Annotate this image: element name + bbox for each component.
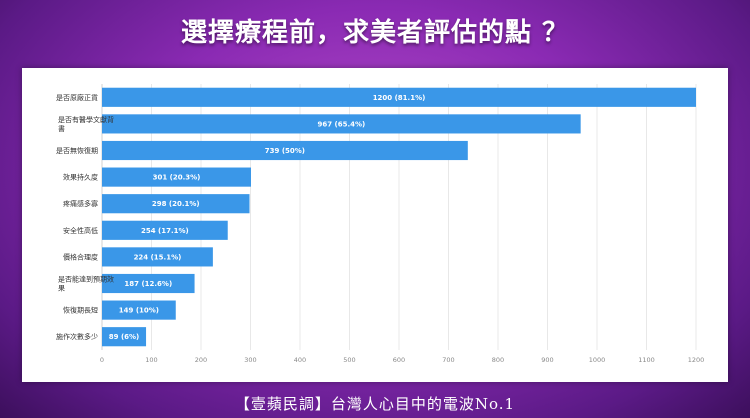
bar <box>102 167 251 187</box>
x-tick-label: 0 <box>100 356 104 364</box>
bar <box>102 87 696 107</box>
bar-data-label: 301 (20.3%) <box>153 174 201 182</box>
bar-data-label: 967 (65.4%) <box>317 120 365 128</box>
bar <box>102 273 195 294</box>
x-tick-label: 900 <box>541 356 553 364</box>
category-labels: 是否原廠正貨是否有醫學文獻背書是否無恢復期效果持久度疼痛感多寡安全性高低價格合理… <box>56 93 114 341</box>
category-label: 安全性高低 <box>63 226 98 235</box>
category-label: 是否能達到預期效果 <box>58 275 114 293</box>
category-label: 疼痛感多寡 <box>63 199 98 208</box>
bar <box>102 247 213 267</box>
page-title: 選擇療程前，求美者評估的點 ？ <box>180 18 570 48</box>
bar <box>102 194 250 214</box>
x-tick-label: 500 <box>343 356 355 364</box>
bar-data-label: 89 (6%) <box>109 333 139 341</box>
x-tick-label: 800 <box>492 356 504 364</box>
category-label: 價格合理度 <box>63 252 98 261</box>
category-label: 是否原廠正貨 <box>56 93 98 102</box>
category-label: 恢復期長短 <box>63 306 98 315</box>
bar-chart: 1200 (81.1%) 967 (65.4%) 739 (50%) 301 (20.… <box>56 84 704 364</box>
bar-data-label: 1200 (81.1%) <box>373 94 426 102</box>
x-tick-label: 1100 <box>638 356 655 364</box>
x-tick-label: 700 <box>442 356 454 364</box>
bar <box>102 140 468 161</box>
x-tick-label: 1200 <box>688 356 705 364</box>
x-tick-label: 300 <box>244 356 256 364</box>
x-tick-labels: 0 100 200 300 400 500 600 700 800 900 1000 1100 1200 <box>100 356 704 364</box>
chart-panel: 1200 (81.1%) 967 (65.4%) 739 (50%) 301 (20.… <box>22 68 728 382</box>
bar <box>102 327 147 347</box>
bar-data-label: 149 (10%) <box>119 307 159 315</box>
bar-data-label: 187 (12.6%) <box>124 280 172 288</box>
category-label: 是否無恢復期 <box>56 146 98 155</box>
x-tick-label: 200 <box>195 356 207 364</box>
bar-data-label: 254 (17.1%) <box>141 227 189 235</box>
source-footer: 【壹蘋民調】台灣人心目中的電波No.1 <box>234 395 516 413</box>
bar-data-label: 298 (20.1%) <box>152 200 200 208</box>
bar <box>102 114 581 134</box>
x-tick-label: 400 <box>294 356 306 364</box>
x-tick-label: 100 <box>145 356 157 364</box>
bar-data-label: 224 (15.1%) <box>134 253 182 261</box>
x-tick-label: 600 <box>393 356 405 364</box>
x-tick-label: 1000 <box>589 356 606 364</box>
bar <box>102 220 228 240</box>
category-label: 是否有醫學文獻背書 <box>58 115 114 133</box>
category-label: 施作次數多少 <box>56 332 98 341</box>
bar-data-label: 739 (50%) <box>265 147 305 155</box>
category-label: 效果持久度 <box>63 173 98 182</box>
bars: 1200 (81.1%) 967 (65.4%) 739 (50%) 301 (20.… <box>102 87 696 347</box>
bar <box>102 300 176 320</box>
